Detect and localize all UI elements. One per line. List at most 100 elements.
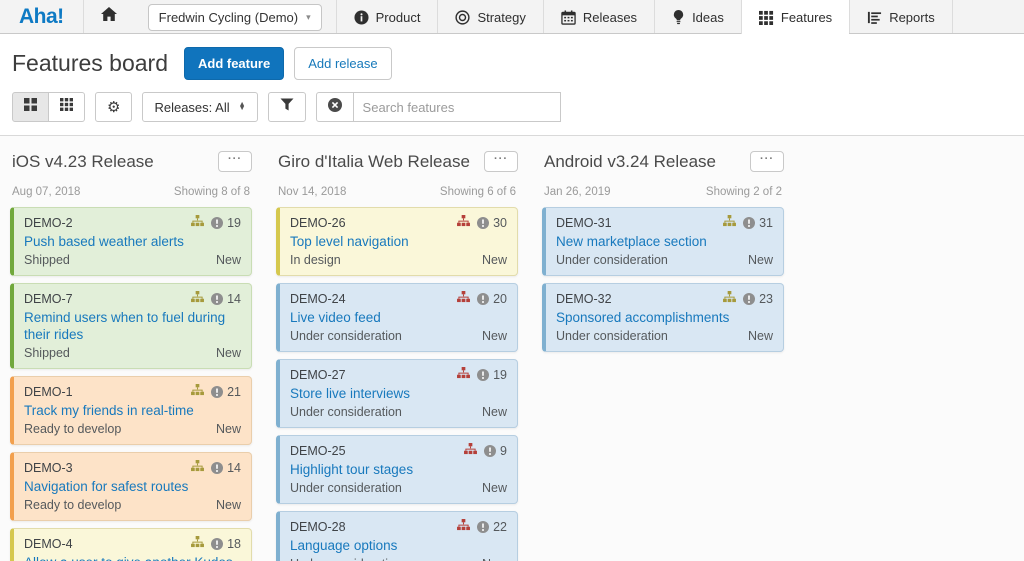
search-input[interactable] — [353, 92, 561, 122]
releases-filter-dropdown[interactable]: Releases: All ▲ ▼ — [142, 92, 258, 122]
feature-tag: New — [481, 329, 507, 343]
estimate-icon — [477, 521, 490, 533]
feature-score: 30 — [477, 216, 507, 230]
nav-item-releases[interactable]: Releases — [542, 0, 654, 34]
release-menu-button[interactable]: ··· — [218, 151, 252, 172]
clear-search-button[interactable] — [315, 92, 354, 122]
feature-title-link[interactable]: Store live interviews — [290, 386, 411, 401]
feature-title-link[interactable]: Track my friends in real-time — [24, 403, 194, 418]
estimate-icon — [743, 217, 756, 229]
feature-score-value: 31 — [759, 216, 773, 230]
cards-list: DEMO-31 31 New marketplace section Under… — [542, 207, 784, 352]
feature-score: 14 — [211, 461, 241, 475]
feature-score: 19 — [211, 216, 241, 230]
product-selector-dropdown[interactable]: Fredwin Cycling (Demo) ▾ — [147, 3, 322, 31]
feature-score-value: 19 — [493, 368, 507, 382]
feature-score-value: 14 — [227, 292, 241, 306]
feature-title-link[interactable]: Sponsored accomplishments — [556, 310, 730, 325]
add-release-button[interactable]: Add release — [294, 47, 392, 80]
nav-item-features[interactable]: Features — [740, 0, 850, 34]
feature-id: DEMO-7 — [24, 292, 73, 306]
estimate-icon — [484, 445, 497, 457]
feature-card[interactable]: DEMO-24 20 Live video feed Under conside… — [276, 283, 518, 352]
feature-card[interactable]: DEMO-4 18 Allow a user to give another K… — [10, 528, 252, 561]
feature-hierarchy-icon — [191, 459, 205, 477]
home-icon — [100, 7, 117, 27]
nav-item-strategy[interactable]: Strategy — [437, 0, 542, 34]
feature-tag: New — [481, 253, 507, 267]
feature-title-link[interactable]: New marketplace section — [556, 234, 707, 249]
nav-item-ideas[interactable]: Ideas — [654, 0, 741, 34]
feature-status: Under consideration — [556, 253, 668, 267]
nav-label-features: Features — [780, 9, 833, 25]
feature-card[interactable]: DEMO-26 30 Top level navigation In desig… — [276, 207, 518, 276]
feature-hierarchy-icon — [457, 366, 471, 384]
feature-title-link[interactable]: Push based weather alerts — [24, 234, 184, 249]
feature-score: 14 — [211, 292, 241, 306]
circle-x-icon — [327, 97, 342, 117]
large-cards-button[interactable] — [49, 92, 85, 122]
small-cards-button[interactable] — [12, 92, 49, 122]
top-nav-bar: Aha! Fredwin Cycling (Demo) ▾ Product St… — [0, 0, 1024, 34]
feature-title-link[interactable]: Remind users when to fuel during their r… — [24, 310, 226, 342]
feature-card[interactable]: DEMO-3 14 Navigation for safest routes R… — [10, 452, 252, 521]
release-menu-button[interactable]: ··· — [750, 151, 784, 172]
feature-card[interactable]: DEMO-27 19 Store live interviews Under c… — [276, 359, 518, 428]
feature-score-value: 19 — [227, 216, 241, 230]
feature-hierarchy-icon — [457, 290, 471, 308]
feature-tag: New — [215, 346, 241, 360]
feature-score-value: 30 — [493, 216, 507, 230]
feature-hierarchy-icon — [457, 518, 471, 536]
feature-title-link[interactable]: Top level navigation — [290, 234, 409, 249]
add-feature-button[interactable]: Add feature — [183, 47, 285, 80]
feature-card[interactable]: DEMO-7 14 Remind users when to fuel duri… — [10, 283, 252, 369]
feature-hierarchy-icon — [457, 214, 471, 232]
cards-list: DEMO-26 30 Top level navigation In desig… — [276, 207, 518, 561]
report-lines-icon — [867, 10, 882, 25]
feature-title-link[interactable]: Allow a user to give another Kudos — [24, 554, 241, 561]
nav-label-strategy: Strategy — [477, 9, 526, 25]
nav-label-ideas: Ideas — [692, 9, 724, 25]
nav-item-product[interactable]: Product — [335, 0, 438, 34]
estimate-icon — [477, 369, 490, 381]
grid-icon — [758, 10, 774, 25]
feature-title-link[interactable]: Navigation for safest routes — [24, 479, 189, 494]
feature-card[interactable]: DEMO-31 31 New marketplace section Under… — [542, 207, 784, 276]
feature-id: DEMO-3 — [24, 461, 73, 475]
board-settings-button[interactable]: ⚙ — [95, 92, 133, 122]
feature-id: DEMO-31 — [556, 216, 612, 230]
feature-score-value: 23 — [759, 292, 773, 306]
feature-id: DEMO-32 — [556, 292, 612, 306]
board-area: iOS v4.23 Release ··· Aug 07, 2018 Showi… — [0, 135, 1024, 561]
feature-card[interactable]: DEMO-32 23 Sponsored accomplishments Und… — [542, 283, 784, 352]
sort-arrows-icon: ▲ ▼ — [238, 101, 246, 112]
feature-card[interactable]: DEMO-28 22 Language options Under consid… — [276, 511, 518, 561]
estimate-icon — [477, 293, 490, 305]
feature-score-value: 22 — [493, 520, 507, 534]
feature-card[interactable]: DEMO-25 9 Highlight tour stages Under co… — [276, 435, 518, 504]
estimate-icon — [743, 293, 756, 305]
estimate-icon — [477, 217, 490, 229]
grid-2x2-icon — [24, 98, 37, 116]
release-menu-button[interactable]: ··· — [484, 151, 518, 172]
nav-item-reports[interactable]: Reports — [849, 0, 953, 34]
aha-logo[interactable]: Aha! — [19, 5, 64, 28]
filter-button[interactable] — [267, 92, 306, 122]
feature-card[interactable]: DEMO-2 19 Push based weather alerts Ship… — [10, 207, 252, 276]
feature-hierarchy-icon — [723, 214, 737, 232]
search-group — [315, 92, 561, 122]
feature-status: Under consideration — [290, 405, 402, 419]
release-showing-count: Showing 2 of 2 — [705, 186, 782, 198]
feature-title-link[interactable]: Language options — [290, 538, 398, 553]
estimate-icon — [211, 538, 224, 550]
feature-hierarchy-icon — [723, 290, 737, 308]
home-button[interactable] — [82, 0, 134, 34]
release-date: Jan 26, 2019 — [544, 186, 611, 198]
feature-title-link[interactable]: Highlight tour stages — [290, 462, 414, 477]
feature-title-link[interactable]: Live video feed — [290, 310, 381, 325]
nav-label-reports: Reports — [889, 9, 935, 25]
page-header: Features board Add feature Add release — [0, 34, 1024, 89]
feature-card[interactable]: DEMO-1 21 Track my friends in real-time … — [10, 376, 252, 445]
gear-icon: ⚙ — [107, 98, 121, 116]
info-circle-icon — [354, 9, 369, 25]
